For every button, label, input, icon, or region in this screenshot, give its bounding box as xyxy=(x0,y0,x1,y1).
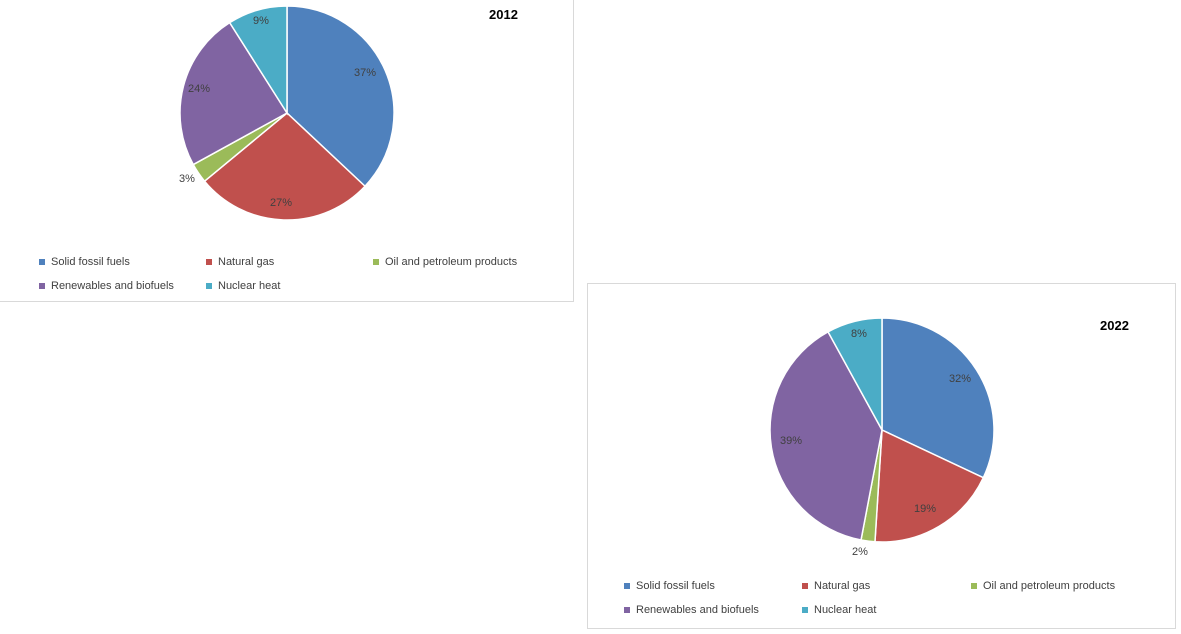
legend-swatch xyxy=(39,283,45,289)
legend-item-nuclear-heat: Nuclear heat xyxy=(802,604,876,616)
legend-label: Nuclear heat xyxy=(814,604,877,616)
data-label-nuclear-heat: 8% xyxy=(851,328,867,340)
chart-title: 2022 xyxy=(1100,318,1129,333)
legend-item-natural-gas: Natural gas xyxy=(206,256,274,268)
chart-2012: 2012 37% 27% 3% 24% 9% Solid fossil fuels Nat… xyxy=(0,0,574,302)
legend-swatch xyxy=(206,283,212,289)
legend-swatch xyxy=(373,259,379,265)
legend-item-solid-fossil-fuels: Solid fossil fuels xyxy=(39,256,130,268)
legend-item-renewables-and-biofuels: Renewables and biofuels xyxy=(39,280,174,292)
pie-slice-solid-fossil-fuels xyxy=(286,5,395,188)
chart-2022: 2022 32% 19% 2% 39% 8% Solid fossil fuels Nat… xyxy=(587,283,1176,629)
legend-swatch xyxy=(39,259,45,265)
pie-chart: 32% 19% 2% 39% 8% xyxy=(769,317,995,558)
legend-swatch xyxy=(802,583,808,589)
legend-item-renewables-and-biofuels: Renewables and biofuels xyxy=(624,604,759,616)
data-label-natural-gas: 27% xyxy=(270,197,292,209)
legend-label: Natural gas xyxy=(218,256,275,268)
data-label-natural-gas: 19% xyxy=(914,503,936,515)
pie-slice-renewables-and-biofuels xyxy=(769,330,883,541)
legend-label: Solid fossil fuels xyxy=(636,580,715,592)
pie-slice-nuclear-heat xyxy=(228,5,288,116)
data-label-solid-fossil-fuels: 32% xyxy=(949,373,971,385)
legend-label: Oil and petroleum products xyxy=(385,256,518,268)
legend-label: Oil and petroleum products xyxy=(983,580,1116,592)
legend-label: Natural gas xyxy=(814,580,871,592)
pie-slice-natural-gas xyxy=(203,112,367,221)
data-label-oil-and-petroleum-products: 2% xyxy=(852,546,868,558)
legend-item-oil-and-petroleum-products: Oil and petroleum products xyxy=(373,256,517,268)
legend-label: Renewables and biofuels xyxy=(636,604,759,616)
pie-slice-renewables-and-biofuels xyxy=(179,21,289,166)
legend-swatch xyxy=(624,583,630,589)
pie-slice-solid-fossil-fuels xyxy=(881,317,995,479)
legend-label: Renewables and biofuels xyxy=(51,280,174,292)
legend-item-solid-fossil-fuels: Solid fossil fuels xyxy=(624,580,715,592)
legend-swatch xyxy=(971,583,977,589)
legend-label: Solid fossil fuels xyxy=(51,256,130,268)
pie-slice-natural-gas xyxy=(874,428,985,543)
legend-item-natural-gas: Natural gas xyxy=(802,580,870,592)
legend-swatch xyxy=(802,607,808,613)
legend-item-nuclear-heat: Nuclear heat xyxy=(206,280,280,292)
data-label-solid-fossil-fuels: 37% xyxy=(354,67,376,79)
data-label-nuclear-heat: 9% xyxy=(253,15,269,27)
legend-label: Nuclear heat xyxy=(218,280,281,292)
data-label-renewables-and-biofuels: 39% xyxy=(780,435,802,447)
pie-slice-nuclear-heat xyxy=(827,317,883,431)
pie-chart: 37% 27% 3% 24% 9% xyxy=(179,5,395,221)
legend-swatch xyxy=(206,259,212,265)
legend-item-oil-and-petroleum-products: Oil and petroleum products xyxy=(971,580,1115,592)
data-label-oil-and-petroleum-products: 3% xyxy=(179,173,195,185)
data-label-renewables-and-biofuels: 24% xyxy=(188,83,210,95)
chart-title: 2012 xyxy=(489,7,518,22)
legend-swatch xyxy=(624,607,630,613)
